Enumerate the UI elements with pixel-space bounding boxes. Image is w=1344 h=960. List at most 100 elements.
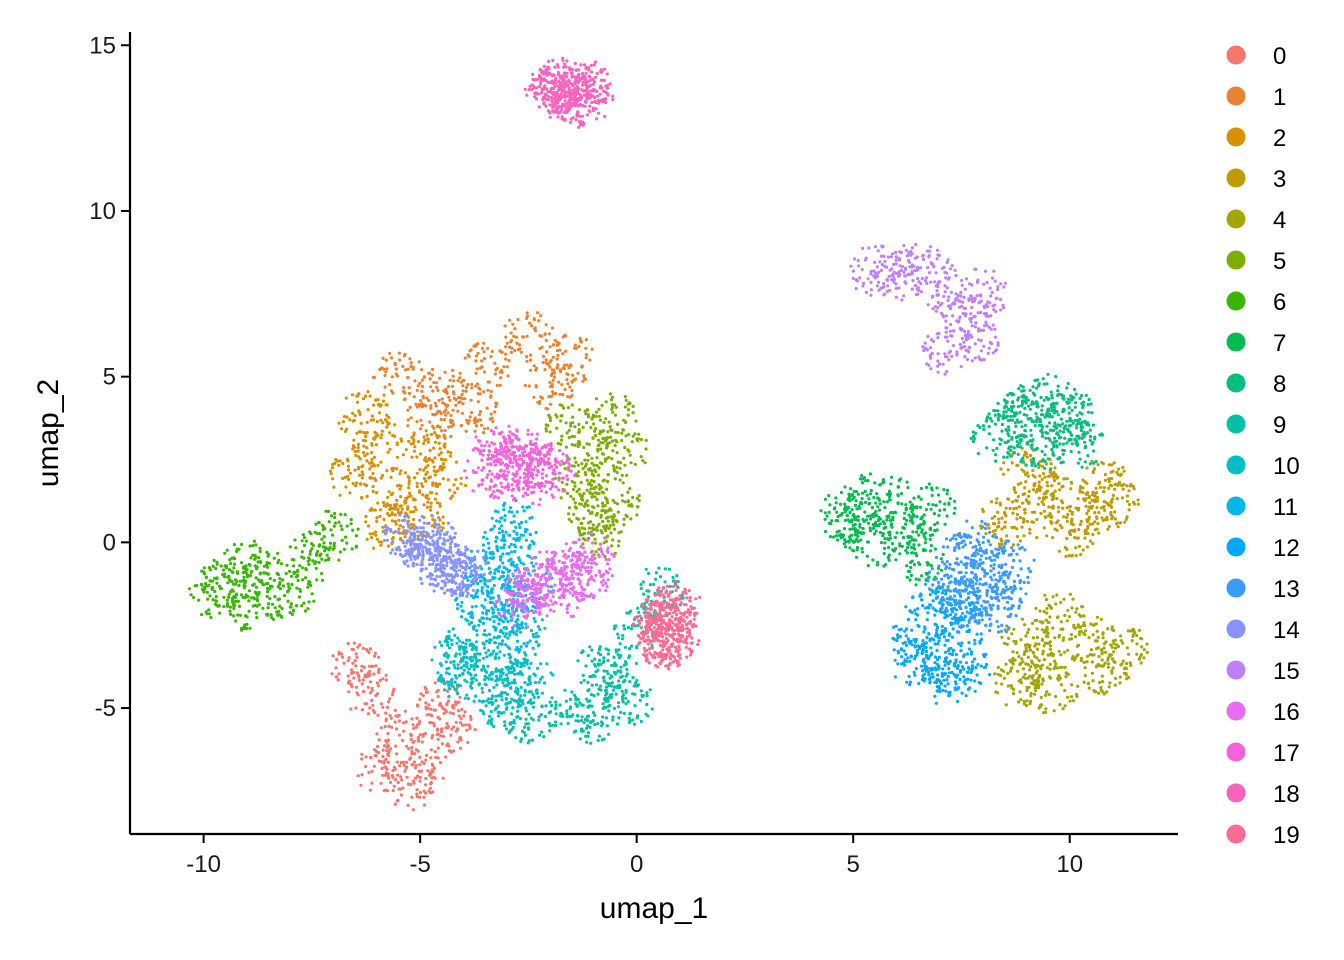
legend-label: 17: [1273, 740, 1300, 767]
data-point: [401, 424, 453, 473]
y-tick-label: -5: [95, 695, 116, 722]
data-point: [458, 341, 511, 393]
legend-label: 6: [1273, 289, 1286, 316]
y-tick-label: 0: [103, 529, 116, 556]
legend-key: [1226, 291, 1246, 311]
legend-label: 12: [1273, 535, 1300, 562]
legend-label: 0: [1273, 43, 1286, 70]
legend-item: 19: [1226, 822, 1300, 849]
legend-key: [1226, 537, 1246, 557]
legend-key: [1226, 660, 1246, 680]
legend-item: 4: [1226, 207, 1286, 234]
legend-key: [1226, 455, 1246, 475]
data-point: [445, 385, 499, 435]
legend-key: [1226, 742, 1246, 762]
legend-key: [1226, 45, 1246, 65]
data-point: [958, 267, 1007, 319]
data-point: [337, 390, 391, 442]
legend-label: 7: [1273, 330, 1286, 357]
legend-label: 13: [1273, 576, 1300, 603]
data-point: [839, 472, 892, 522]
legend-key: [1226, 701, 1246, 721]
data-point: [576, 645, 629, 693]
legend-key: [1226, 824, 1246, 844]
legend-item: 6: [1226, 289, 1286, 316]
data-point: [515, 453, 567, 507]
legend-label: 8: [1273, 371, 1286, 398]
data-point: [544, 333, 594, 386]
legend-item: 16: [1226, 699, 1300, 726]
data-point: [1012, 424, 1066, 471]
x-tick-label: 5: [847, 851, 860, 878]
data-point: [408, 514, 457, 567]
legend-key: [1226, 414, 1246, 434]
legend-item: 2: [1226, 125, 1286, 152]
legend-label: 10: [1273, 453, 1300, 480]
legend-key: [1226, 127, 1246, 147]
data-point: [1042, 504, 1095, 559]
data-point: [266, 570, 316, 619]
data-point: [497, 428, 552, 476]
legend-key: [1226, 496, 1246, 516]
legend-key: [1226, 619, 1246, 639]
data-point: [356, 744, 407, 793]
legend-item: 18: [1226, 781, 1300, 808]
data-point: [584, 392, 638, 443]
data-point: [1025, 665, 1080, 715]
data-point: [1086, 477, 1140, 529]
data-point: [503, 311, 555, 363]
data-point: [430, 638, 480, 688]
data-point: [229, 583, 279, 632]
data-point: [544, 688, 597, 733]
scatter-points: [187, 56, 1149, 812]
legend-label: 1: [1273, 84, 1286, 111]
data-point: [566, 692, 620, 745]
data-point: [428, 699, 477, 750]
data-point: [914, 258, 964, 311]
legend-label: 14: [1273, 617, 1300, 644]
legend-key: [1226, 86, 1246, 106]
legend-key: [1226, 373, 1246, 393]
data-point: [527, 441, 577, 497]
y-tick-label: 15: [89, 32, 116, 59]
data-point: [1047, 386, 1094, 438]
data-point: [371, 351, 426, 402]
legend-key: [1226, 332, 1246, 352]
data-point: [241, 549, 294, 601]
data-point: [415, 453, 468, 506]
data-point: [881, 503, 933, 555]
data-point: [648, 579, 702, 632]
legend-label: 5: [1273, 248, 1286, 275]
x-tick-label: -10: [186, 851, 221, 878]
legend-key: [1226, 250, 1246, 270]
data-point: [560, 550, 610, 600]
data-point: [494, 579, 545, 629]
legend-item: 1: [1226, 84, 1286, 111]
x-axis-title: umap_1: [600, 892, 708, 925]
legend-item: 7: [1226, 330, 1286, 357]
legend-label: 9: [1273, 412, 1286, 439]
legend-item: 8: [1226, 371, 1286, 398]
y-tick-label: 5: [103, 364, 116, 391]
legend-key: [1226, 168, 1246, 188]
data-point: [1001, 384, 1052, 433]
data-point: [922, 658, 973, 705]
x-tick-label: 10: [1056, 851, 1083, 878]
legend-item: 13: [1226, 576, 1300, 603]
legend-item: 10: [1226, 453, 1300, 480]
data-point: [849, 244, 901, 297]
legend-key: [1226, 209, 1246, 229]
legend-item: 12: [1226, 535, 1300, 562]
data-point: [604, 675, 654, 726]
legend-label: 2: [1273, 125, 1286, 152]
data-point: [949, 314, 1000, 363]
data-point: [463, 449, 515, 500]
data-point: [503, 659, 555, 708]
legend-item: 9: [1226, 412, 1286, 439]
data-point: [564, 75, 615, 124]
data-point: [424, 551, 478, 598]
legend-item: 15: [1226, 658, 1300, 685]
data-point: [438, 548, 490, 598]
